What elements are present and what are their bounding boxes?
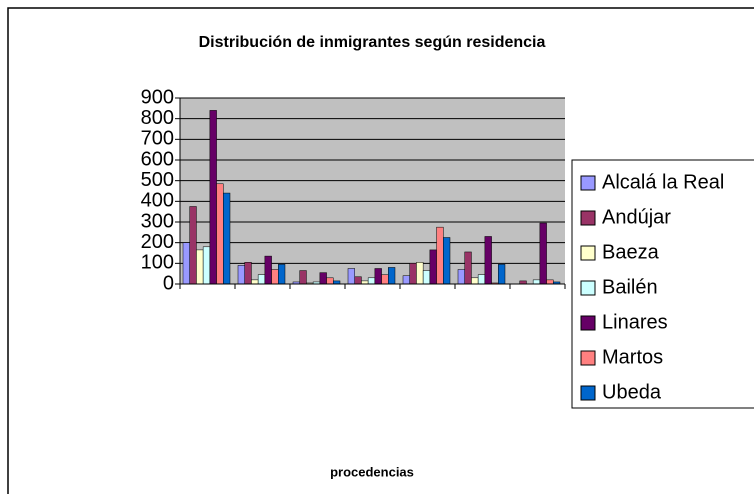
bar <box>271 269 279 285</box>
legend-label: Andújar <box>602 206 671 228</box>
legend-swatch <box>580 385 596 401</box>
y-tick-label: 0 <box>163 272 174 294</box>
legend-label: Alcalá la Real <box>602 171 724 193</box>
bar <box>546 279 554 285</box>
y-tick-label: 100 <box>141 252 174 274</box>
bar <box>409 263 417 285</box>
bar <box>223 192 231 285</box>
bar <box>367 277 376 285</box>
bar <box>477 274 486 285</box>
bar <box>216 183 224 285</box>
legend-label: Ubeda <box>602 381 662 403</box>
bar <box>388 267 396 285</box>
bar <box>257 274 266 285</box>
bar <box>202 246 211 285</box>
legend-swatch <box>580 245 596 261</box>
bar <box>278 264 286 285</box>
legend-swatch <box>580 210 596 226</box>
x-axis-label: procedencias <box>330 464 414 479</box>
y-tick-label: 500 <box>141 169 174 191</box>
legend-label: Linares <box>602 311 668 333</box>
y-tick-label: 300 <box>141 210 174 232</box>
bar <box>429 249 437 285</box>
bar <box>299 270 307 285</box>
bar <box>237 265 245 285</box>
bar <box>264 255 272 285</box>
bar <box>464 251 472 285</box>
plot-area <box>180 98 565 284</box>
bar <box>402 275 410 285</box>
bar <box>436 226 444 285</box>
legend-label: Martos <box>602 346 663 368</box>
bar <box>484 236 492 285</box>
bar <box>416 262 424 285</box>
bar <box>251 279 259 285</box>
legend-label: Baeza <box>602 241 660 263</box>
bar <box>539 222 547 285</box>
bar <box>244 262 252 285</box>
bar <box>182 242 190 285</box>
bar <box>457 269 465 285</box>
legend-box <box>571 159 754 409</box>
bar <box>381 274 389 285</box>
bar <box>498 264 506 285</box>
legend-swatch <box>580 350 596 366</box>
bar <box>532 279 541 285</box>
y-tick-label: 200 <box>141 231 174 253</box>
bar <box>189 206 197 285</box>
bar <box>326 277 334 285</box>
y-tick-label: 600 <box>141 148 174 170</box>
bar <box>374 268 382 285</box>
bar <box>471 277 479 285</box>
bar <box>354 276 362 285</box>
bar <box>196 249 204 285</box>
bar <box>443 237 451 285</box>
legend-swatch <box>580 280 596 296</box>
y-tick-label: 900 <box>141 86 174 108</box>
legend-label: Bailén <box>602 276 658 298</box>
bar <box>209 110 217 285</box>
legend-swatch <box>580 315 596 331</box>
bar <box>347 268 355 285</box>
bar <box>319 272 327 285</box>
chart-title: Distribución de inmigrantes según reside… <box>199 34 546 51</box>
y-tick-label: 800 <box>141 107 174 129</box>
y-tick-label: 400 <box>141 190 174 212</box>
y-tick-label: 700 <box>141 128 174 150</box>
bar <box>422 270 431 285</box>
legend-swatch <box>580 175 596 191</box>
